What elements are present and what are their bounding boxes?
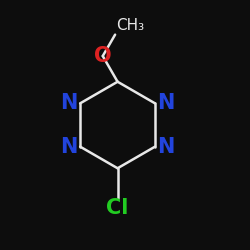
Text: N: N: [158, 137, 175, 157]
Text: N: N: [60, 93, 78, 113]
Text: Cl: Cl: [106, 198, 129, 218]
Text: O: O: [94, 46, 112, 66]
Text: N: N: [60, 137, 78, 157]
Text: N: N: [158, 93, 175, 113]
Text: CH₃: CH₃: [116, 18, 144, 34]
